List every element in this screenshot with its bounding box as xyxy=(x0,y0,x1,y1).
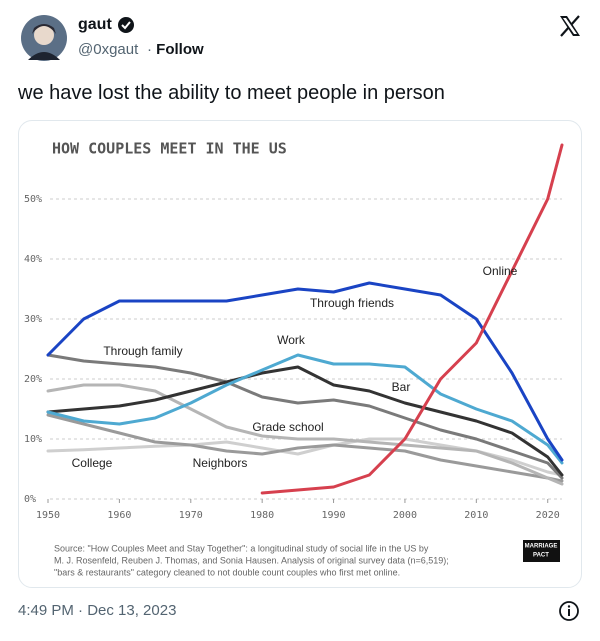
y-tick-label: 30% xyxy=(24,314,42,325)
series-line xyxy=(46,413,564,483)
x-tick-label: 2010 xyxy=(464,510,488,521)
handle[interactable]: @0xgaut xyxy=(78,41,139,58)
logo-text: MARRIAGE xyxy=(525,544,558,550)
series-line xyxy=(46,353,564,480)
author-name[interactable]: gaut xyxy=(78,16,112,33)
timestamp[interactable]: 4:49 PM · Dec 13, 2023 xyxy=(18,602,177,619)
x-tick-label: 1980 xyxy=(250,510,274,521)
x-tick-label: 1990 xyxy=(322,510,346,521)
verified-badge xyxy=(118,17,134,33)
x-tick-label: 1950 xyxy=(36,510,60,521)
y-tick-label: 20% xyxy=(24,374,42,385)
series-line xyxy=(260,143,564,495)
series-line xyxy=(46,437,564,477)
x-logo[interactable] xyxy=(558,14,582,38)
chart-title: HOW COUPLES MEET IN THE US xyxy=(52,140,287,158)
series-label: Neighbors xyxy=(193,456,248,470)
series-label: College xyxy=(72,456,113,470)
x-tick-label: 2020 xyxy=(536,510,560,521)
follow-button[interactable]: Follow xyxy=(147,41,204,58)
tweet-text: we have lost the ability to meet people … xyxy=(18,82,445,104)
series-line xyxy=(46,383,564,486)
series-label: Bar xyxy=(392,380,411,394)
chart: HOW COUPLES MEET IN THE US MARRIAGE PACT… xyxy=(24,140,564,577)
logo-text: PACT xyxy=(533,553,549,559)
avatar[interactable] xyxy=(20,14,68,62)
x-tick-label: 2000 xyxy=(393,510,417,521)
y-tick-label: 0% xyxy=(24,494,36,505)
series-label: Online xyxy=(483,264,518,278)
y-tick-label: 10% xyxy=(24,434,42,445)
series-label: Through friends xyxy=(310,296,394,310)
media-frame xyxy=(18,120,582,588)
x-tick-label: 1970 xyxy=(179,510,203,521)
y-tick-label: 50% xyxy=(24,194,42,205)
y-tick-label: 40% xyxy=(24,254,42,265)
series-label: Work xyxy=(277,333,306,347)
series-label: Through family xyxy=(103,344,182,358)
series-line xyxy=(46,365,564,477)
info-icon[interactable] xyxy=(558,600,580,622)
logo-box xyxy=(523,540,560,562)
series-line xyxy=(46,353,564,465)
source-note: M. J. Rosenfeld, Reuben J. Thomas, and S… xyxy=(54,555,449,565)
source-note: "bars & restaurants" category cleaned to… xyxy=(54,567,400,577)
source-note: Source: "How Couples Meet and Stay Toget… xyxy=(54,543,429,553)
series-label: Grade school xyxy=(252,420,323,434)
x-tick-label: 1960 xyxy=(107,510,131,521)
series-line xyxy=(46,281,564,462)
